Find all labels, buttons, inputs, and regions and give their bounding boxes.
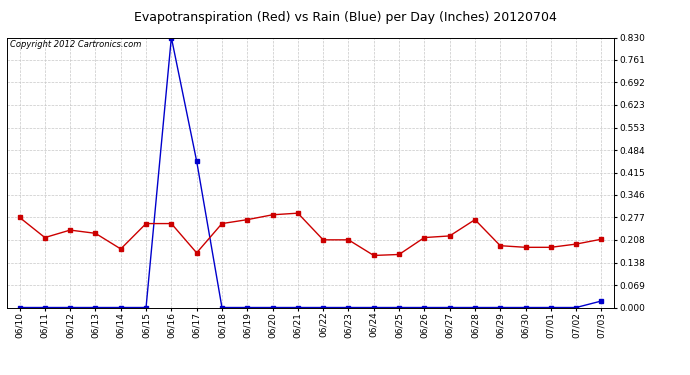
Text: Evapotranspiration (Red) vs Rain (Blue) per Day (Inches) 20120704: Evapotranspiration (Red) vs Rain (Blue) … (134, 11, 556, 24)
Text: Copyright 2012 Cartronics.com: Copyright 2012 Cartronics.com (10, 40, 141, 49)
